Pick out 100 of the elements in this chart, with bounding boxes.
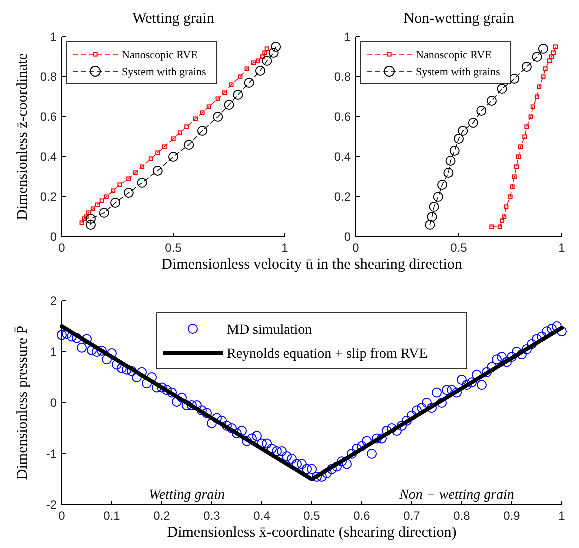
x-tick-label: 0 — [58, 509, 66, 523]
x-tick-label: 0.2 — [154, 509, 171, 523]
point — [476, 106, 487, 116]
point — [458, 126, 468, 136]
point — [454, 134, 464, 144]
point — [268, 48, 279, 58]
point — [541, 74, 546, 80]
point — [124, 188, 134, 198]
point — [184, 124, 190, 130]
point — [194, 116, 198, 122]
point — [524, 124, 530, 130]
chart-title: Non-wetting grain — [404, 11, 515, 27]
point — [255, 66, 266, 76]
x-tick-label: 0.5 — [304, 509, 321, 523]
point — [486, 96, 497, 106]
point — [229, 82, 234, 88]
point — [446, 156, 456, 166]
x-axis-title: Dimensionless x̄-coordinate (shearing direction) — [167, 525, 457, 541]
x-tick-label: 0.1 — [104, 509, 121, 523]
y-tick-label: 1 — [50, 30, 58, 44]
legend-label: Reynolds equation + slip from RVE — [227, 346, 428, 362]
point — [244, 66, 250, 72]
point — [444, 168, 454, 178]
point — [425, 220, 436, 230]
point — [200, 110, 205, 116]
point — [433, 192, 444, 202]
point — [110, 198, 121, 208]
point — [518, 144, 524, 150]
y-tick-label: 2 — [50, 294, 58, 308]
point — [100, 198, 104, 204]
y-tick-label: 0 — [50, 230, 58, 244]
point — [82, 216, 87, 222]
x-tick-label: 1 — [558, 241, 566, 255]
point — [551, 50, 556, 56]
point — [99, 208, 110, 218]
legend-label: Nanoscopic RVE — [416, 49, 492, 62]
x-axis-title: Dimensionless velocity ū in the shearing direction — [162, 257, 463, 273]
point — [233, 90, 244, 100]
x-tick-label: 0.7 — [404, 509, 421, 523]
y-tick-label: 0.2 — [334, 190, 352, 204]
point — [429, 202, 440, 212]
legend-label: Nanoscopic RVE — [122, 49, 198, 62]
legend-label: MD simulation — [227, 322, 312, 338]
point — [213, 112, 224, 122]
y-tick-label: -1 — [46, 447, 58, 461]
point — [80, 220, 84, 226]
point — [490, 224, 494, 230]
point — [222, 90, 228, 96]
y-tick-label: 0.4 — [334, 150, 352, 164]
point — [162, 144, 167, 150]
point — [256, 58, 261, 64]
point — [84, 214, 89, 220]
point — [197, 126, 208, 136]
point — [504, 204, 509, 210]
x-tick-label: 0 — [352, 241, 360, 255]
legend-label: System with grains — [416, 66, 500, 78]
x-tick-label: 1 — [282, 241, 289, 255]
point — [543, 66, 548, 72]
y-tick-label: 0.8 — [334, 70, 352, 84]
point — [427, 212, 438, 222]
point — [171, 136, 176, 142]
point — [514, 164, 519, 170]
point — [86, 210, 92, 216]
y-tick-label: -2 — [46, 498, 58, 512]
point — [549, 54, 554, 60]
point — [206, 104, 212, 110]
point — [468, 118, 478, 128]
y-tick-label: 0.8 — [40, 70, 58, 84]
x-tick-label: 0.5 — [165, 241, 182, 255]
point — [216, 96, 220, 102]
y-tick-label: 1 — [344, 30, 352, 44]
point — [224, 100, 234, 110]
x-tick-label: 0.3 — [204, 509, 221, 523]
y-tick-label: 0.2 — [40, 190, 58, 204]
point — [95, 202, 100, 208]
point — [137, 178, 148, 188]
y-tick-label: 0 — [50, 396, 58, 410]
point — [450, 146, 460, 156]
y-tick-label: 0.6 — [334, 110, 352, 124]
point — [260, 54, 265, 60]
point — [140, 164, 145, 170]
point — [510, 184, 515, 190]
x-tick-label: 0.4 — [254, 509, 271, 523]
point — [184, 140, 194, 150]
point — [554, 44, 558, 50]
y-tick-label: 0 — [344, 230, 352, 244]
point — [244, 78, 254, 88]
y-tick-label: 0.4 — [40, 150, 58, 164]
point — [271, 42, 282, 52]
y-axis-title: Dimensionless pressure P̄ — [14, 326, 31, 480]
point — [264, 46, 270, 52]
annotation: Wetting grain — [148, 488, 226, 503]
chart-title: Wetting grain — [132, 11, 215, 27]
point — [118, 182, 122, 188]
annotation: Non − wetting grain — [398, 488, 514, 503]
point — [538, 44, 548, 54]
point — [156, 150, 160, 156]
point — [537, 84, 542, 90]
point — [502, 214, 507, 220]
point — [251, 60, 256, 66]
